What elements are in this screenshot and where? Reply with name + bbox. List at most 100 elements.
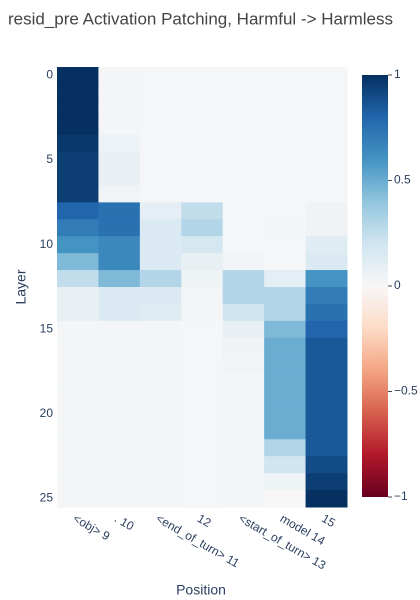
- heatmap-cell: [222, 287, 265, 305]
- heatmap-cell: [305, 388, 348, 406]
- heatmap-cell: [98, 67, 141, 85]
- heatmap-cell: [222, 371, 265, 390]
- heatmap-cell: [139, 473, 182, 491]
- heatmap-cell: [222, 320, 265, 339]
- heatmap-cell: [98, 405, 141, 423]
- heatmap-cell: [264, 151, 307, 170]
- x-tick-label: 12: [195, 511, 214, 530]
- heatmap-cell: [264, 456, 307, 474]
- heatmap-cell: [222, 151, 265, 170]
- heatmap-cell: [98, 100, 141, 119]
- y-tick-label: 25: [40, 491, 54, 505]
- heatmap-cell: [264, 202, 307, 220]
- heatmap-cell: [57, 422, 99, 440]
- heatmap-cell: [98, 219, 141, 237]
- heatmap-cell: [139, 320, 182, 339]
- chart-title: resid_pre Activation Patching, Harmful -…: [8, 9, 393, 28]
- heatmap-cell: [57, 473, 99, 491]
- heatmap-cell: [305, 100, 348, 119]
- heatmap-cell: [57, 354, 99, 373]
- colorbar-tick-label: −0.5: [394, 384, 418, 398]
- heatmap-cell: [264, 388, 307, 406]
- heatmap-cell: [222, 270, 265, 288]
- heatmap-cell: [57, 371, 99, 390]
- heatmap-cell: [139, 422, 182, 440]
- heatmap-cell: [98, 320, 141, 339]
- heatmap-cell: [98, 270, 141, 288]
- heatmap-cell: [57, 100, 99, 119]
- heatmap-cell: [181, 117, 224, 136]
- heatmap-cell: [98, 303, 141, 322]
- heatmap-cell: [305, 473, 348, 491]
- heatmap-cell: [264, 371, 307, 390]
- heatmap-cell: [222, 83, 265, 102]
- heatmap-cell: [264, 117, 307, 136]
- heatmap-cell: [305, 67, 348, 85]
- heatmap-cell: [181, 67, 224, 85]
- heatmap-cell: [181, 473, 224, 491]
- heatmap-cell: [139, 151, 182, 170]
- heatmap-cell: [57, 67, 99, 85]
- heatmap-cell: [222, 219, 265, 237]
- heatmap-cell: [139, 270, 182, 288]
- heatmap-cell: [139, 337, 182, 356]
- heatmap-cell: [98, 236, 141, 254]
- heatmap-cell: [222, 422, 265, 440]
- x-tick-label: . 10: [112, 511, 137, 533]
- heatmap-cell: [264, 473, 307, 491]
- heatmap-cell: [98, 134, 141, 153]
- heatmap-cell: [98, 388, 141, 406]
- heatmap-cell: [98, 83, 141, 102]
- heatmap-cell: [98, 439, 141, 457]
- heatmap-cell: [98, 168, 141, 186]
- heatmap-cell: [181, 270, 224, 288]
- heatmap-cell: [139, 303, 182, 322]
- x-tick-label: 15: [319, 511, 338, 530]
- heatmap-cell: [181, 303, 224, 322]
- heatmap-cell: [98, 151, 141, 170]
- heatmap-cell: [57, 303, 99, 322]
- heatmap-cell: [139, 100, 182, 119]
- heatmap-cell: [305, 422, 348, 440]
- heatmap-cell: [57, 219, 99, 237]
- heatmap-cell: [181, 219, 224, 237]
- heatmap-cell: [181, 100, 224, 119]
- heatmap-cell: [139, 354, 182, 373]
- heatmap-cell: [57, 287, 99, 305]
- heatmap-cell: [264, 303, 307, 322]
- heatmap-cell: [57, 185, 99, 203]
- heatmap-cell: [57, 388, 99, 406]
- heatmap-cell: [139, 67, 182, 85]
- heatmap-cell: [181, 287, 224, 305]
- heatmap-cell: [98, 422, 141, 440]
- heatmap-cell: [222, 473, 265, 491]
- heatmap-cell: [57, 456, 99, 474]
- heatmap-cell: [264, 253, 307, 271]
- heatmap-cell: [222, 303, 265, 322]
- heatmap-cell: [98, 354, 141, 373]
- heatmap-cell: [305, 270, 348, 288]
- heatmap-cell: [139, 168, 182, 186]
- heatmap-cell: [57, 134, 99, 153]
- heatmap-cell: [264, 422, 307, 440]
- heatmap-cell: [139, 219, 182, 237]
- heatmap-cell: [98, 473, 141, 491]
- heatmap-cell: [264, 134, 307, 153]
- heatmap-cell: [264, 236, 307, 254]
- heatmap-cell: [181, 168, 224, 186]
- heatmap-cell: [181, 388, 224, 406]
- heatmap-cell: [222, 67, 265, 85]
- heatmap-cell: [264, 405, 307, 423]
- heatmap-cell: [139, 287, 182, 305]
- heatmap-cell: [222, 456, 265, 474]
- heatmap-cell: [222, 134, 265, 153]
- heatmap-cell: [181, 185, 224, 203]
- heatmap-cell: [57, 168, 99, 186]
- heatmap-cell: [222, 236, 265, 254]
- heatmap-cell: [222, 405, 265, 423]
- heatmap-cell: [222, 117, 265, 136]
- y-tick-label: 10: [40, 237, 54, 251]
- x-axis-title: Position: [176, 582, 226, 598]
- heatmap-cell: [264, 185, 307, 203]
- heatmap-cell: [98, 490, 141, 508]
